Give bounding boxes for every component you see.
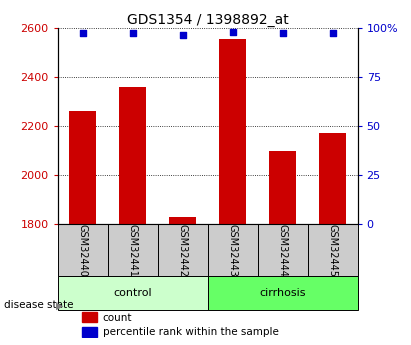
Text: cirrhosis: cirrhosis: [259, 288, 306, 298]
Text: GSM32444: GSM32444: [277, 224, 288, 277]
Point: [79, 31, 86, 36]
Text: GSM32443: GSM32443: [228, 224, 238, 277]
Text: GSM32440: GSM32440: [78, 224, 88, 277]
Bar: [319, 133, 346, 224]
Bar: [108, 224, 157, 276]
Text: GSM32442: GSM32442: [178, 224, 187, 277]
Bar: [258, 224, 307, 276]
Bar: [269, 150, 296, 224]
Bar: [81, 313, 97, 323]
Bar: [58, 276, 208, 310]
Bar: [81, 327, 97, 337]
Point: [229, 29, 236, 34]
Bar: [69, 111, 96, 224]
Bar: [208, 276, 358, 310]
Bar: [169, 217, 196, 224]
Point: [179, 33, 186, 38]
Bar: [208, 224, 258, 276]
Text: disease state: disease state: [4, 300, 74, 310]
Text: GSM32445: GSM32445: [328, 224, 337, 277]
Text: percentile rank within the sample: percentile rank within the sample: [103, 327, 278, 337]
Title: GDS1354 / 1398892_at: GDS1354 / 1398892_at: [127, 12, 289, 27]
Bar: [119, 87, 146, 224]
Text: ▶: ▶: [55, 300, 63, 310]
Bar: [307, 224, 358, 276]
Bar: [219, 39, 246, 224]
Text: count: count: [103, 313, 132, 323]
Point: [279, 31, 286, 36]
Bar: [58, 224, 108, 276]
Point: [129, 31, 136, 36]
Text: control: control: [113, 288, 152, 298]
Point: [329, 31, 336, 36]
Bar: [157, 224, 208, 276]
Text: GSM32441: GSM32441: [127, 224, 138, 277]
